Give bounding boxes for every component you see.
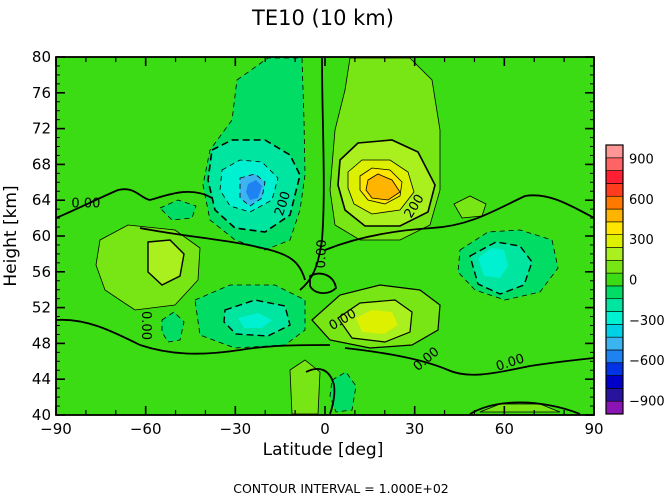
colorbar-swatch [605, 157, 624, 171]
colorbar-swatch [605, 311, 624, 325]
contour-label: 0.00 [138, 311, 153, 340]
y-tick-label: 40 [32, 406, 51, 424]
colorbar-swatch [605, 247, 624, 261]
colorbar-label: −900 [629, 395, 665, 410]
colorbar-swatch [605, 349, 624, 364]
region-neg-small-a [159, 199, 197, 221]
contour-label-text: 0.00 [314, 239, 330, 268]
colorbar-swatch [605, 298, 624, 312]
zero-contour-left-lower [56, 318, 331, 355]
colorbar-label: −300 [629, 314, 665, 329]
colorbar-swatch [605, 144, 624, 159]
y-tick-label: 60 [32, 227, 51, 245]
colorbar: 900 600 300 0 −300 −600 −900 [605, 144, 665, 415]
contour-label: 0.00 [314, 239, 330, 268]
colorbar-swatch [605, 221, 624, 235]
colorbar-label: 900 [629, 152, 654, 167]
zero-contour-lower-blob [305, 368, 336, 415]
y-tick-label: 80 [32, 48, 51, 66]
x-tick-label: 30 [405, 420, 424, 438]
colorbar-swatch [605, 208, 624, 223]
colorbar-swatch [605, 195, 624, 210]
region-pos-small-e [289, 359, 321, 415]
colorbar-swatch [605, 324, 624, 338]
y-axis: 40 44 48 52 56 60 64 68 72 76 80 [32, 48, 594, 424]
chart-title: TE10 (10 km) [251, 6, 394, 30]
y-tick-label: 72 [32, 120, 51, 138]
colorbar-swatch [605, 183, 624, 197]
colorbar-label: 300 [629, 233, 654, 248]
region-neg-right-300 [478, 248, 508, 278]
x-tick-label: 0 [320, 420, 330, 438]
y-tick-label: 64 [32, 191, 51, 209]
region-pos-left-200 [147, 239, 185, 286]
region-neg-lower-left-300 [238, 313, 272, 328]
colorbar-swatch [605, 375, 624, 389]
zero-contour-mid-band [139, 227, 306, 281]
zero-contour-right-lower [344, 347, 594, 376]
colorbar-label: 0 [629, 274, 637, 289]
region-neg-small-d [329, 371, 357, 413]
x-axis-title: Latitude [deg] [263, 440, 384, 460]
y-tick-label: 48 [32, 334, 51, 352]
zero-contour-bottom-right [469, 401, 581, 415]
colorbar-swatch [605, 272, 624, 287]
colorbar-swatch [605, 362, 624, 376]
zero-contour-small-loop [309, 272, 337, 294]
x-axis: −90 −60 −30 0 30 60 90 [40, 57, 604, 438]
colorbar-swatch [605, 388, 624, 402]
zero-contour-left-upper [56, 188, 213, 219]
contour-label-text: 0.00 [71, 196, 100, 211]
x-tick-label: 60 [495, 420, 514, 438]
y-tick-label: 68 [32, 155, 51, 173]
region-neg-upper-left-500 [246, 180, 262, 200]
colorbar-frame [605, 144, 624, 415]
plot-area [56, 57, 594, 415]
colorbar-label: 600 [629, 193, 654, 208]
x-tick-label: 90 [584, 420, 603, 438]
x-tick-label: −90 [40, 420, 72, 438]
colorbar-swatch [605, 285, 624, 300]
x-tick-label: −60 [130, 420, 162, 438]
colorbar-swatch [605, 170, 624, 184]
colorbar-label: −600 [629, 354, 665, 369]
contour-interval-footer: CONTOUR INTERVAL = 1.000E+02 [233, 481, 449, 496]
colorbar-swatch [605, 259, 624, 274]
colorbar-swatch [605, 234, 624, 248]
region-pos-lower-right-300 [356, 310, 398, 334]
contour-label: 200 [272, 190, 294, 218]
region-pos-upper-right-500 [365, 173, 401, 201]
zero-contours [56, 57, 594, 415]
region-neg-small-b [161, 311, 185, 343]
y-tick-label: 44 [32, 370, 51, 388]
contour-label: 0.00 [71, 196, 100, 211]
colorbar-swatch [605, 336, 624, 351]
contour-label-text: 0.00 [138, 311, 153, 340]
y-tick-label: 56 [32, 263, 51, 281]
y-tick-label: 76 [32, 84, 51, 102]
x-tick-label: −30 [220, 420, 252, 438]
region-pos-small-c [453, 195, 487, 219]
contour-label-text: 200 [272, 190, 294, 218]
y-tick-label: 52 [32, 299, 51, 317]
zero-contour-right-upper [324, 194, 594, 251]
colorbar-swatch [605, 400, 624, 415]
y-axis-title: Height [km] [1, 185, 21, 286]
